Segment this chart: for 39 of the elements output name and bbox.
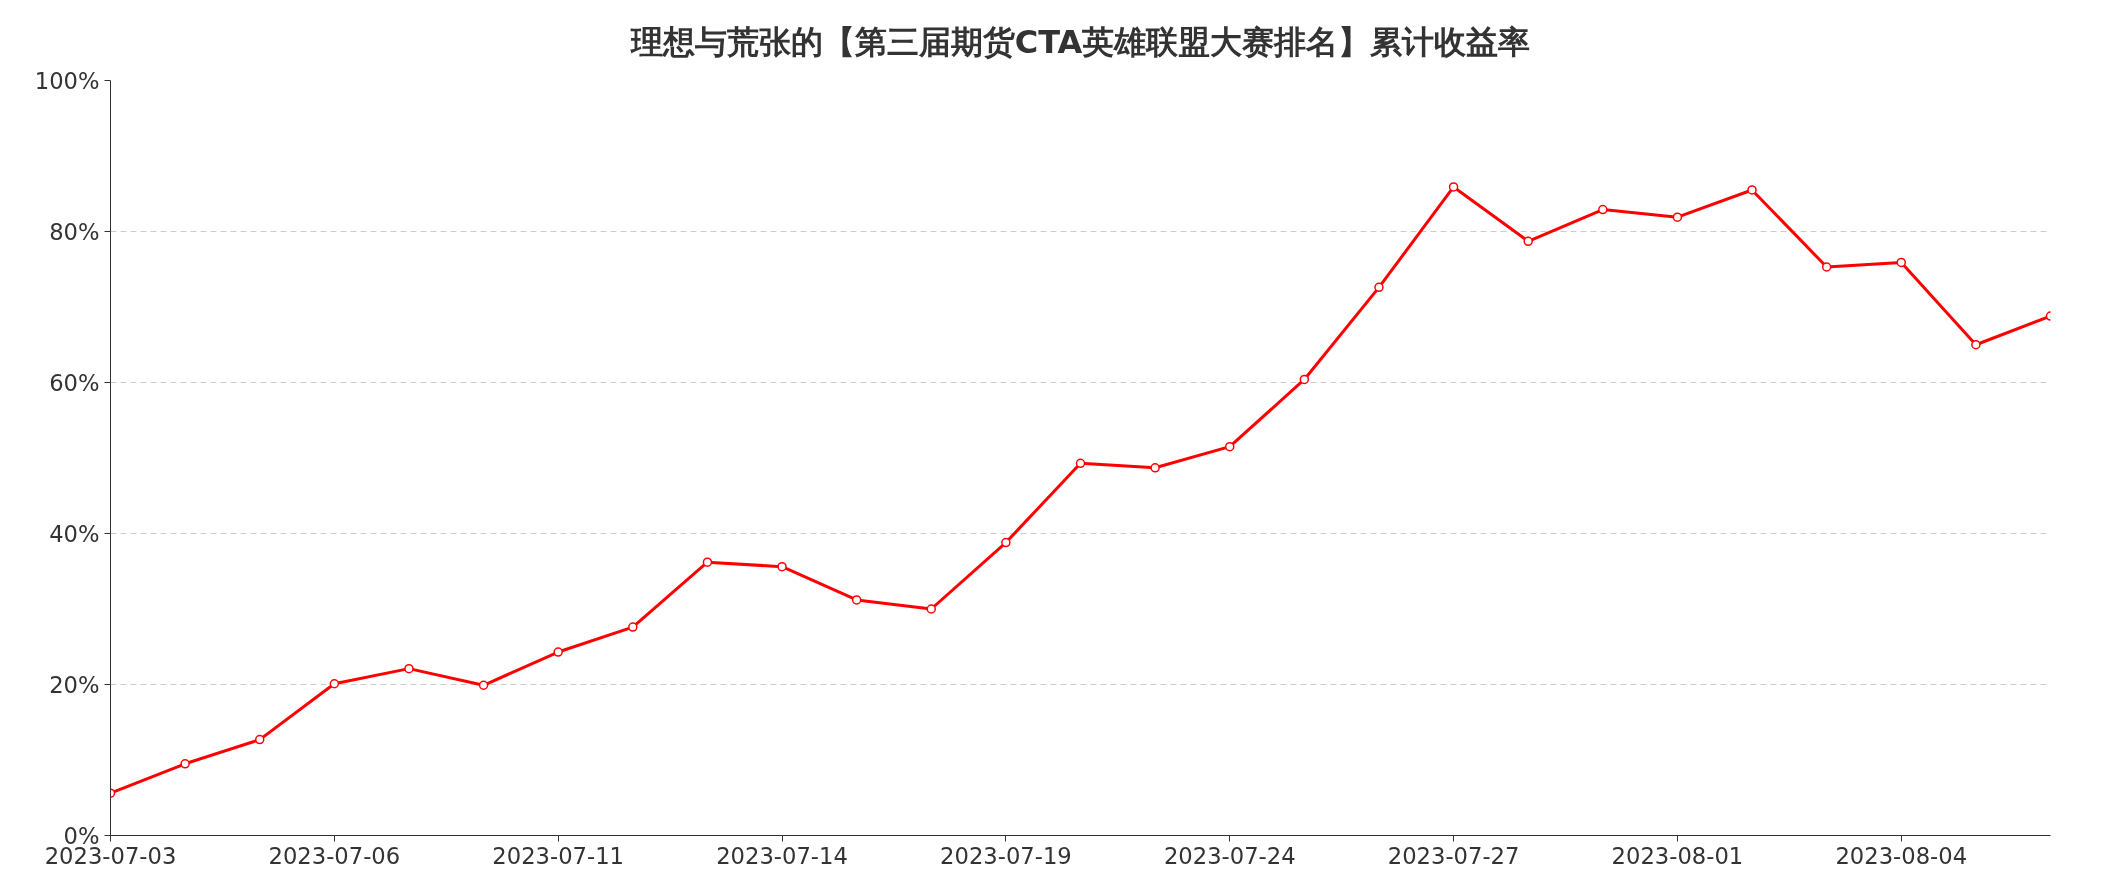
point: [254, 734, 265, 745]
point: [702, 557, 713, 567]
point: [851, 595, 862, 605]
point: [777, 561, 787, 572]
x-tick-label: 2023-07-27: [1387, 842, 1520, 869]
point: [1150, 463, 1160, 473]
point: [1821, 262, 1832, 272]
point: [1299, 374, 1310, 385]
point: [329, 679, 340, 689]
chart-title: 理想与荒张的【第三届期货CTA英雄联盟大赛排名】累计收益率: [629, 22, 1531, 61]
x-tick-label: 2023-07-14: [716, 842, 848, 869]
point: [1971, 340, 1981, 350]
point: [180, 759, 190, 769]
point: [926, 604, 937, 614]
x-tick-label: 2023-07-24: [1163, 842, 1296, 869]
y-tick-label: 60%: [49, 369, 100, 396]
point: [1598, 204, 1608, 215]
point: [1523, 236, 1533, 247]
point: [1672, 212, 1683, 222]
point: [1001, 537, 1011, 548]
point: [1374, 282, 1384, 293]
point: [1896, 257, 1907, 268]
point: [1747, 185, 1757, 195]
point: [1224, 441, 1235, 452]
y-tick-label: 40%: [49, 520, 100, 547]
point: [1075, 458, 1086, 469]
x-tick-label: 2023-07-06: [268, 842, 401, 869]
y-tick-label: 80%: [49, 218, 100, 245]
x-tick-label: 2023-08-04: [1835, 842, 1968, 869]
y-tick-label: 100%: [34, 67, 100, 94]
y-tick-label: 20%: [49, 671, 100, 698]
point: [1448, 182, 1459, 192]
point: [478, 680, 489, 690]
x-tick-label: 2023-07-19: [940, 842, 1072, 869]
x-tick-label: 2023-07-11: [492, 842, 625, 869]
point: [628, 622, 638, 632]
point: [553, 647, 563, 657]
point: [404, 663, 414, 674]
x-tick-label: 2023-08-01: [1611, 842, 1744, 869]
